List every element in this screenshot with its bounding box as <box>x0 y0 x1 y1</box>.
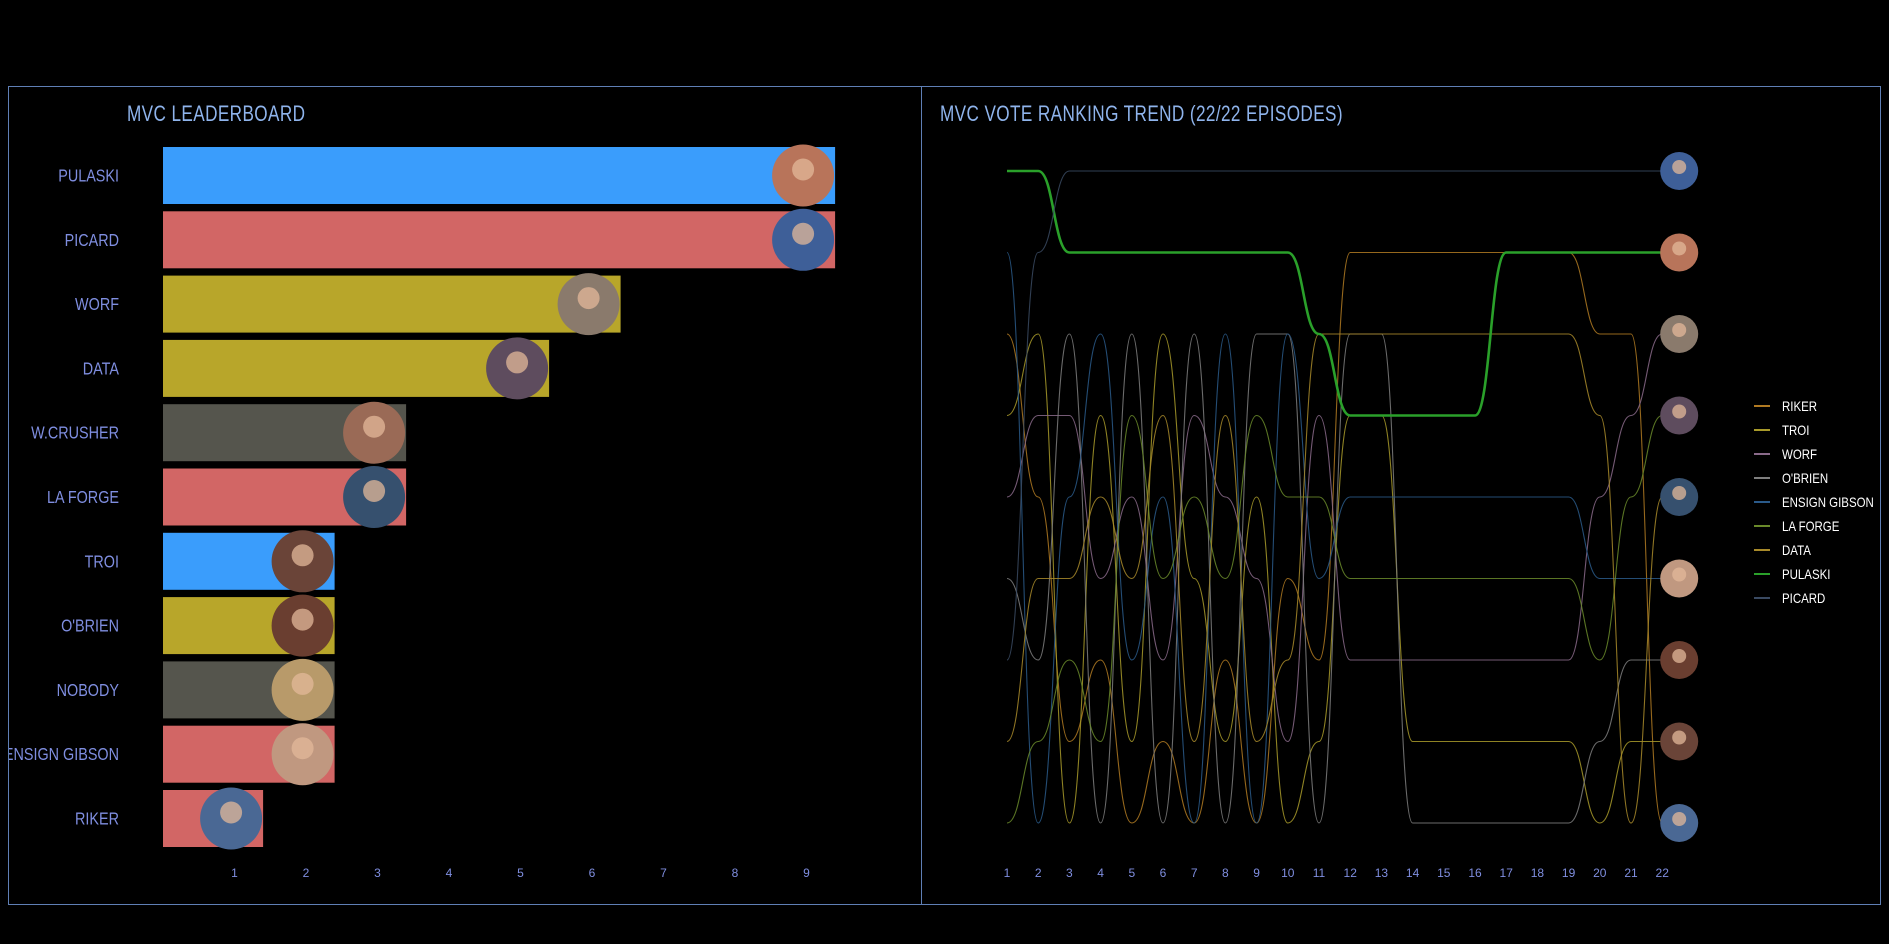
x-tick-label: 3 <box>374 866 381 880</box>
ranking-trend-chart: 1 2 3 4 5 6 7 8 9 10 11 12 13 14 15 16 17 18 19 20 21 22RIKER… <box>1004 152 1874 880</box>
avatar-face-icon <box>291 672 314 695</box>
bar-label: NOBODY <box>57 680 119 700</box>
avatar-face-icon <box>291 608 314 631</box>
ranking-trend-panel: MVC VOTE RANKING TREND (22/22 EPISODES) … <box>921 86 1881 905</box>
series-line <box>1006 333 1663 824</box>
leaderboard-chart: PULASKI PICARD WORF DATA W.CRUSHER LA FORGE TR… <box>9 144 836 880</box>
bar-label: RIKER <box>75 809 119 829</box>
x-tick-label: 1 <box>1004 866 1011 880</box>
bar-label: DATA <box>83 359 119 379</box>
avatar-face-icon <box>792 158 815 181</box>
end-avatar-face-icon <box>1672 160 1687 174</box>
x-tick-label: 21 <box>1624 866 1638 880</box>
x-tick-label: 22 <box>1656 866 1670 880</box>
end-avatar-face-icon <box>1672 730 1687 745</box>
x-tick-label: 19 <box>1562 866 1576 880</box>
x-tick-label: 5 <box>1128 866 1135 880</box>
bar-label: TROI <box>85 552 119 572</box>
x-tick-label: 20 <box>1593 866 1607 880</box>
bar <box>163 147 836 204</box>
end-avatar-face-icon <box>1672 812 1687 826</box>
end-avatar-face-icon <box>1672 323 1687 337</box>
legend-label: O'BRIEN <box>1782 470 1828 486</box>
end-avatar-face-icon <box>1672 567 1687 582</box>
bar <box>163 211 836 269</box>
x-tick-label: 13 <box>1375 866 1389 880</box>
bar-label: O'BRIEN <box>61 616 119 636</box>
end-avatar-face-icon <box>1672 241 1687 256</box>
series-line <box>1006 333 1663 824</box>
avatar-face-icon <box>220 801 243 824</box>
x-tick-label: 4 <box>1097 866 1104 880</box>
legend-label: ENSIGN GIBSON <box>1782 494 1874 510</box>
x-tick-label: 2 <box>1035 866 1042 880</box>
avatar-face-icon <box>363 415 386 438</box>
avatar-face-icon <box>792 222 815 245</box>
bar-label: ENSIGN GIBSON <box>9 745 119 765</box>
series-line <box>1006 333 1663 824</box>
legend-label: LA FORGE <box>1782 518 1839 534</box>
x-tick-label: 9 <box>803 866 810 880</box>
legend-label: WORF <box>1782 446 1817 462</box>
x-tick-label: 17 <box>1500 866 1514 880</box>
legend-label: PULASKI <box>1782 566 1830 582</box>
bar <box>163 339 550 397</box>
x-tick-label: 3 <box>1066 866 1073 880</box>
legend-label: DATA <box>1782 542 1811 558</box>
avatar-face-icon <box>291 737 314 760</box>
series-line <box>1007 169 1663 417</box>
bar-label: WORF <box>75 295 119 315</box>
bar-label: PULASKI <box>58 166 119 186</box>
end-avatar-face-icon <box>1672 486 1687 500</box>
x-tick-label: 5 <box>517 866 524 880</box>
x-tick-label: 15 <box>1437 866 1451 880</box>
x-tick-label: 10 <box>1281 866 1295 880</box>
x-tick-label: 7 <box>660 866 667 880</box>
x-tick-label: 11 <box>1313 866 1326 880</box>
x-tick-label: 16 <box>1468 866 1482 880</box>
x-tick-label: 2 <box>303 866 310 880</box>
bar-label: PICARD <box>65 230 119 250</box>
end-avatar-face-icon <box>1672 649 1687 663</box>
series-line <box>1006 251 1663 824</box>
x-tick-label: 18 <box>1531 866 1545 880</box>
x-tick-label: 6 <box>589 866 596 880</box>
x-tick-label: 14 <box>1406 866 1420 880</box>
leaderboard-panel: MVC LEADERBOARD PULASKI PICARD WORF DATA W.C… <box>8 86 922 905</box>
leaderboard-title: MVC LEADERBOARD <box>127 101 306 126</box>
x-tick-label: 1 <box>231 866 238 880</box>
x-tick-label: 4 <box>446 866 453 880</box>
x-tick-label: 7 <box>1191 866 1198 880</box>
ranking-trend-title: MVC VOTE RANKING TREND (22/22 EPISODES) <box>940 101 1343 126</box>
avatar-face-icon <box>363 480 386 502</box>
avatar-face-icon <box>577 287 600 310</box>
avatar-face-icon <box>291 544 314 567</box>
x-tick-label: 12 <box>1344 866 1358 880</box>
series-line <box>1006 170 1663 661</box>
bar-label: LA FORGE <box>47 488 119 508</box>
bar-label: W.CRUSHER <box>31 423 119 443</box>
series-line <box>1006 414 1663 824</box>
avatar-face-icon <box>506 351 529 374</box>
end-avatar-face-icon <box>1672 404 1687 419</box>
x-tick-label: 8 <box>1222 866 1229 880</box>
legend-label: TROI <box>1782 422 1809 438</box>
bar <box>163 275 621 333</box>
x-tick-label: 8 <box>732 866 739 880</box>
legend-label: RIKER <box>1782 398 1817 414</box>
legend-label: PICARD <box>1782 590 1825 606</box>
x-tick-label: 6 <box>1160 866 1167 880</box>
x-tick-label: 9 <box>1253 866 1260 880</box>
